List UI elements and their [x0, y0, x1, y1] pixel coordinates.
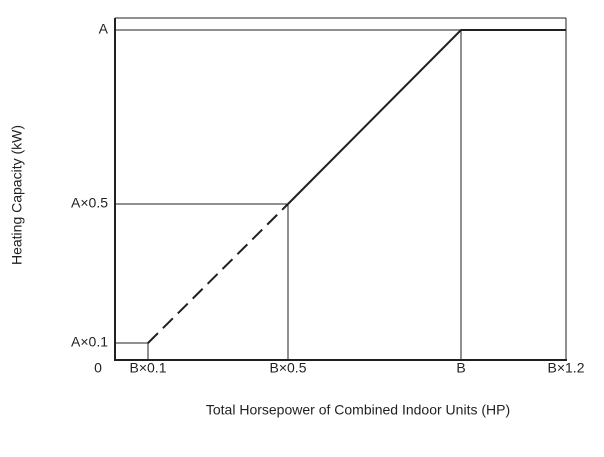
x-tick-label: B×1.2	[548, 360, 585, 376]
x-axis-label: Total Horsepower of Combined Indoor Unit…	[206, 402, 510, 418]
y-tick-label: A×0.1	[71, 334, 108, 350]
y-tick-label: A×0.5	[71, 195, 108, 211]
x-tick-label: B	[456, 360, 465, 376]
capacity-curve	[287, 29, 566, 205]
y-axis-label: Heating Capacity (kW)	[9, 125, 25, 265]
x-tick-label: B×0.5	[270, 360, 307, 376]
capacity-curve-dashed	[147, 203, 289, 344]
x-tick-label: B×0.1	[130, 360, 167, 376]
x-tick-label: 0	[94, 360, 102, 376]
y-tick-label: A	[99, 21, 109, 37]
